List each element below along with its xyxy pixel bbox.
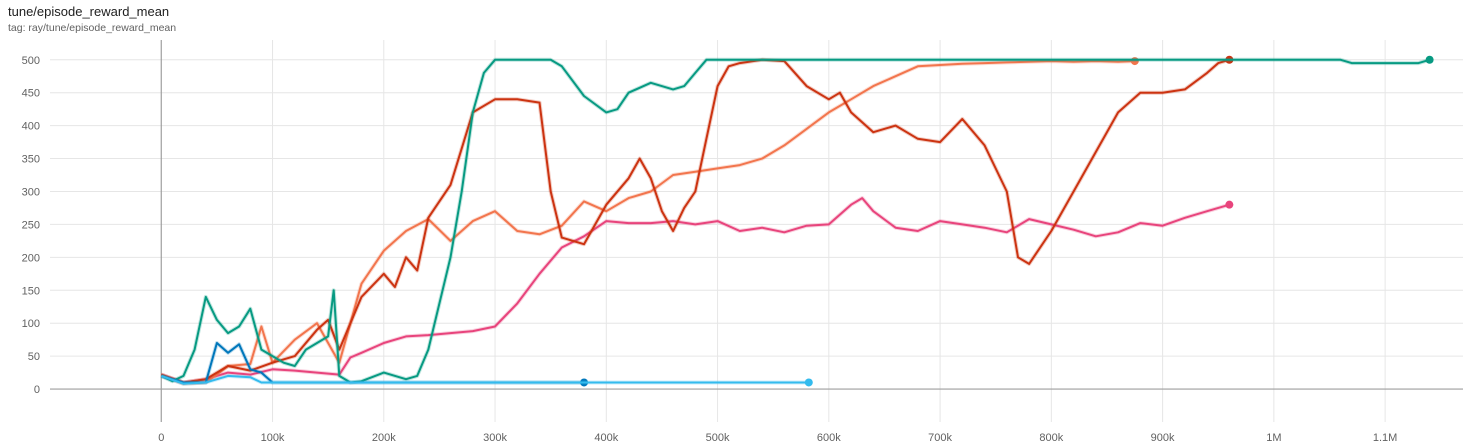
y-tick-label: 50 bbox=[28, 351, 40, 363]
chart-series bbox=[160, 55, 1434, 387]
series-end-point[interactable] bbox=[1225, 200, 1234, 209]
y-tick-label: 250 bbox=[22, 219, 40, 231]
y-tick-label: 300 bbox=[22, 186, 40, 198]
series-line[interactable] bbox=[160, 197, 1230, 384]
y-tick-label: 150 bbox=[22, 285, 40, 297]
x-tick-label: 500k bbox=[706, 432, 730, 444]
x-tick-label: 300k bbox=[483, 432, 507, 444]
x-tick-label: 1M bbox=[1266, 432, 1281, 444]
x-tick-label: 700k bbox=[928, 432, 952, 444]
y-tick-label: 350 bbox=[22, 154, 40, 166]
chart-title: tune/episode_reward_mean bbox=[8, 4, 170, 19]
chart-axes bbox=[50, 40, 1463, 422]
series-line[interactable] bbox=[160, 374, 809, 385]
chart-tag: tag: ray/tune/episode_reward_mean bbox=[8, 22, 177, 34]
series-line[interactable] bbox=[160, 60, 1135, 385]
y-tick-label: 0 bbox=[34, 384, 40, 396]
series-line[interactable] bbox=[160, 58, 1430, 384]
series-line[interactable] bbox=[160, 58, 1230, 384]
y-tick-label: 100 bbox=[22, 318, 40, 330]
x-tick-label: 1.1M bbox=[1373, 432, 1397, 444]
y-tick-label: 200 bbox=[22, 252, 40, 264]
y-tick-label: 500 bbox=[22, 55, 40, 67]
x-tick-label: 0 bbox=[158, 432, 164, 444]
chart-tick-labels: 0 50 100 150 200 250 300 350 400 450 500 0 100k 200k 3… bbox=[22, 55, 1398, 444]
x-tick-label: 100k bbox=[261, 432, 285, 444]
x-tick-label: 400k bbox=[594, 432, 618, 444]
x-tick-label: 200k bbox=[372, 432, 396, 444]
series-end-point[interactable] bbox=[804, 378, 813, 387]
series-line-halo bbox=[160, 57, 1431, 385]
y-tick-label: 400 bbox=[22, 121, 40, 133]
series-end-point[interactable] bbox=[1425, 55, 1434, 64]
x-tick-label: 800k bbox=[1039, 432, 1063, 444]
y-tick-label: 450 bbox=[22, 88, 40, 100]
x-tick-label: 600k bbox=[817, 432, 841, 444]
x-tick-label: 900k bbox=[1151, 432, 1175, 444]
